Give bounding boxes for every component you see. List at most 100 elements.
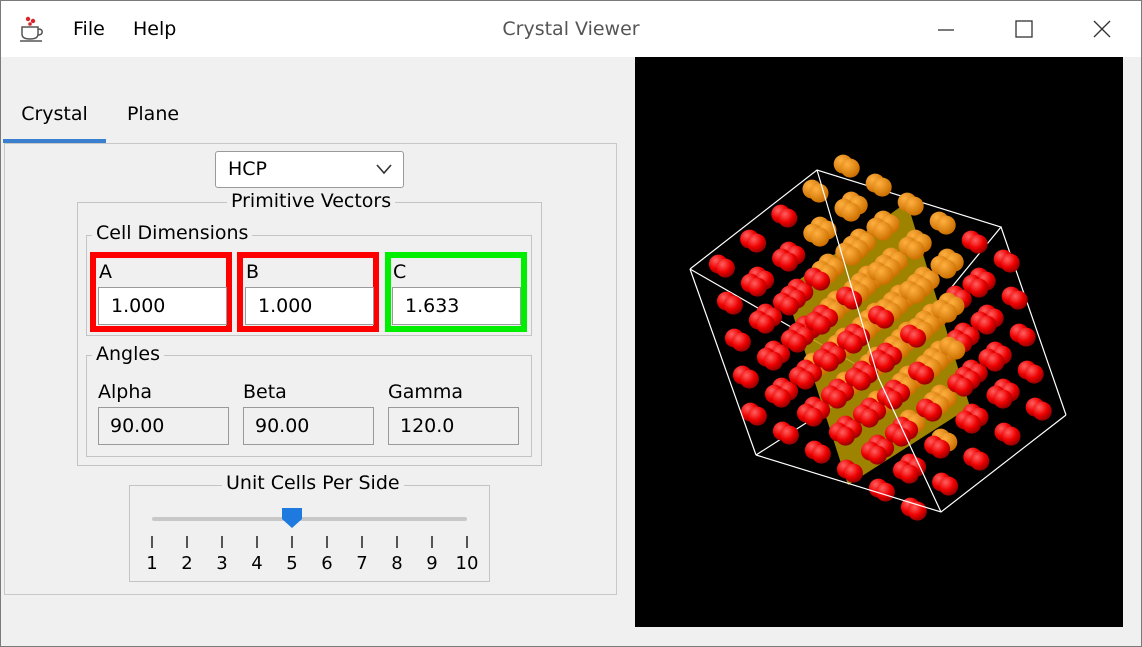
crystal-3d-viewer[interactable] — [635, 57, 1123, 627]
atom — [731, 332, 751, 352]
slider-tick — [221, 536, 223, 548]
atom — [938, 303, 958, 323]
slider-tick-label: 1 — [146, 553, 158, 574]
atom — [993, 389, 1013, 409]
atom — [835, 426, 855, 446]
atom — [1000, 253, 1020, 273]
atom — [859, 408, 879, 428]
atom — [968, 234, 988, 254]
atom — [771, 388, 791, 408]
atom — [843, 463, 863, 483]
maximize-button[interactable] — [985, 1, 1063, 57]
atom — [851, 371, 871, 391]
unit-cells-slider-track[interactable] — [152, 517, 467, 521]
beta-value: 90.00 — [243, 407, 374, 445]
atom — [779, 296, 799, 316]
atom — [904, 196, 924, 216]
atom — [843, 334, 863, 354]
maximize-icon — [1015, 20, 1033, 38]
slider-tick-label: 9 — [426, 553, 438, 574]
atom — [1001, 426, 1021, 446]
angles-title: Angles — [92, 343, 164, 365]
unit-cell-front-edges — [689, 169, 1067, 513]
atom — [795, 370, 815, 390]
atom — [779, 425, 799, 445]
slider-tick — [291, 536, 293, 548]
atom — [747, 406, 767, 426]
atom — [907, 328, 927, 348]
atom — [827, 389, 847, 409]
atom — [809, 183, 829, 203]
atom — [954, 377, 974, 397]
atom — [747, 277, 767, 297]
atom — [946, 340, 966, 360]
window-title: Crystal Viewer — [502, 18, 640, 40]
slider-tick — [256, 536, 258, 548]
slider-tick-label: 4 — [251, 553, 263, 574]
close-button[interactable] — [1063, 1, 1141, 57]
dimension-c-label: C — [393, 261, 407, 283]
slider-tick — [466, 536, 468, 548]
atom — [841, 202, 861, 222]
unit-cells-slider-thumb[interactable] — [281, 507, 303, 529]
dimension-a-input[interactable]: 1.000 — [98, 287, 227, 325]
atom — [778, 208, 798, 228]
slider-tick — [396, 536, 398, 548]
atom — [739, 369, 759, 389]
crystal-render[interactable] — [635, 57, 1123, 627]
tab-crystal[interactable]: Crystal — [3, 93, 106, 143]
atom — [891, 427, 911, 447]
atom — [1008, 290, 1028, 310]
atom — [905, 240, 925, 260]
atom — [875, 309, 895, 329]
close-icon — [1093, 20, 1111, 38]
minimize-icon — [938, 29, 954, 31]
dimension-a-box — [90, 252, 232, 332]
dimension-c-input[interactable]: 1.633 — [392, 287, 521, 325]
menu-file[interactable]: File — [73, 18, 105, 40]
cell-dimensions-group — [86, 235, 532, 336]
minimize-button[interactable] — [907, 1, 985, 57]
slider-tick — [361, 536, 363, 548]
atom — [803, 407, 823, 427]
atom — [787, 333, 807, 353]
menu-help[interactable]: Help — [133, 18, 177, 40]
atom — [977, 315, 997, 335]
dimension-c-box — [385, 252, 527, 332]
chevron-down-icon — [376, 164, 392, 175]
atom — [840, 158, 860, 178]
atom — [906, 284, 926, 304]
atom — [819, 352, 839, 372]
dimension-b-box — [237, 252, 379, 332]
atom — [970, 451, 990, 471]
atom — [811, 271, 831, 291]
unit-cells-title: Unit Cells Per Side — [222, 472, 404, 494]
dimension-b-label: B — [246, 261, 260, 283]
tab-plane[interactable]: Plane — [126, 103, 180, 125]
atom — [842, 246, 862, 266]
atom — [1024, 364, 1044, 384]
atom — [873, 221, 893, 241]
atom — [779, 252, 799, 272]
atoms — [708, 154, 1052, 521]
lattice-type-select[interactable]: HCP — [215, 151, 404, 188]
slider-tick-label: 10 — [455, 553, 479, 574]
alpha-label: Alpha — [98, 381, 153, 403]
atom — [985, 352, 1005, 372]
atom — [715, 258, 735, 278]
slider-tick-label: 3 — [216, 553, 228, 574]
java-cup-icon[interactable] — [19, 15, 45, 43]
atom — [875, 353, 895, 373]
slider-tick — [151, 536, 153, 548]
gamma-value: 120.0 — [388, 407, 519, 445]
atom — [1016, 327, 1036, 347]
atom — [843, 290, 863, 310]
atom — [811, 315, 831, 335]
atom — [747, 233, 767, 253]
slider-tick-label: 6 — [321, 553, 333, 574]
dimension-b-input[interactable]: 1.000 — [245, 287, 374, 325]
gamma-label: Gamma — [388, 381, 464, 403]
atom — [931, 439, 951, 459]
slider-tick-label: 2 — [181, 553, 193, 574]
